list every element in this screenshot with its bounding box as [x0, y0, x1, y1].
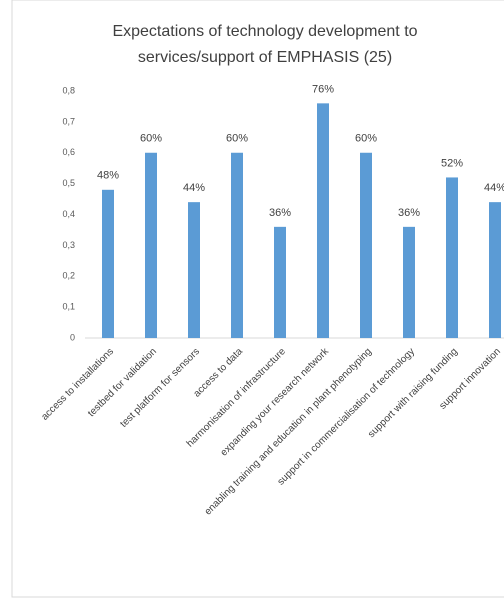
bar	[317, 103, 329, 338]
bar	[489, 202, 501, 338]
data-label: 60%	[140, 133, 162, 145]
bar	[360, 152, 372, 338]
y-tick-label: 0,5	[62, 178, 75, 188]
data-label: 44%	[484, 182, 504, 194]
y-tick-label: 0,4	[62, 209, 75, 219]
data-label: 44%	[183, 182, 205, 194]
y-tick-label: 0,1	[62, 302, 75, 312]
data-label: 52%	[441, 157, 463, 169]
data-label: 60%	[226, 133, 248, 145]
data-label: 48%	[97, 170, 119, 182]
chart-frame	[11, 0, 504, 598]
x-tick-label: enabling training and education in plant…	[203, 346, 374, 517]
bar	[403, 226, 415, 338]
x-tick-label: access to installations	[39, 346, 116, 423]
y-tick-label: 0,2	[62, 271, 75, 281]
bar	[231, 152, 243, 338]
y-tick-label: 0,8	[62, 85, 75, 95]
bar	[274, 226, 286, 338]
bar	[446, 177, 458, 338]
bar	[145, 152, 157, 338]
bar	[102, 189, 114, 338]
data-label: 76%	[312, 83, 334, 95]
data-label: 36%	[398, 207, 420, 219]
data-label: 36%	[269, 207, 291, 219]
data-label: 60%	[355, 133, 377, 145]
bar	[188, 202, 200, 338]
chart-title: services/support of EMPHASIS (25)	[138, 49, 392, 66]
x-tick-label: test platform for sensors	[118, 346, 202, 430]
x-tick-label: support with raising funding	[366, 346, 460, 440]
chart-title: Expectations of technology development t…	[112, 23, 417, 40]
y-tick-label: 0,3	[62, 240, 75, 250]
y-tick-label: 0	[70, 332, 75, 342]
y-tick-label: 0,7	[62, 116, 75, 126]
y-tick-label: 0,6	[62, 147, 75, 157]
